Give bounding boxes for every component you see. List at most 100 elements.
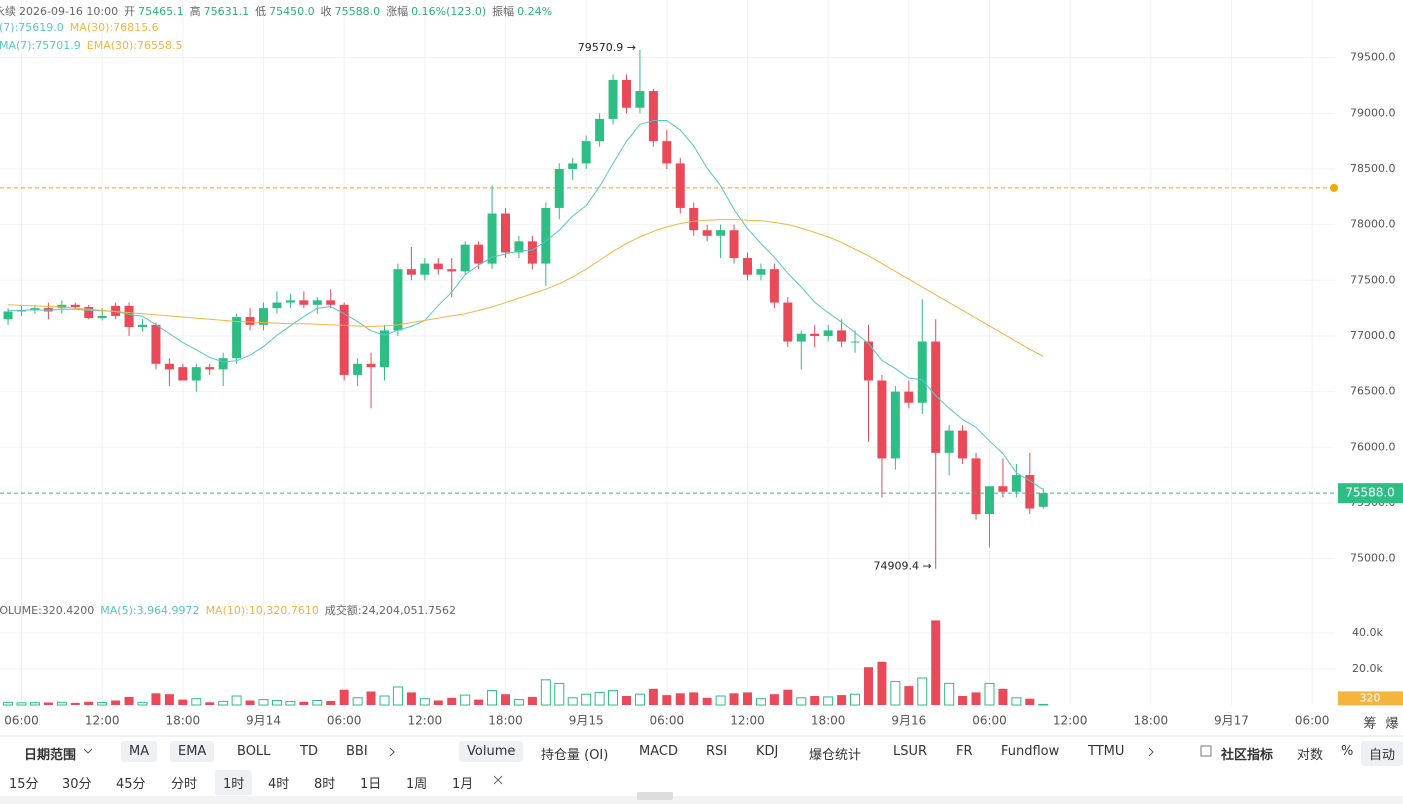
chevron-right[interactable] [389, 747, 395, 757]
candle-body [662, 141, 672, 164]
last-price-label: 75588.0 [1345, 486, 1395, 500]
period-item[interactable]: 15分 [9, 777, 39, 792]
volume-bar [124, 696, 134, 705]
x-tick-label: 9月14 [246, 714, 281, 728]
volume-bar [111, 700, 121, 705]
candle-body [890, 391, 900, 459]
candle-body [971, 458, 981, 515]
toolbar-item[interactable]: LSUR [893, 744, 928, 759]
legend-row: EMA(7):75701.9 EMA(30):76558.5 [0, 39, 189, 57]
period-item[interactable]: 1时 [215, 770, 253, 795]
candle-body [689, 207, 699, 231]
toolbar-item[interactable]: BOLL [237, 744, 271, 759]
x-tick-label: 06:00 [327, 714, 362, 728]
y-tick-label: 77500.0 [1350, 273, 1396, 286]
toolbar-item[interactable]: TTMU [1088, 744, 1125, 759]
volume-bar [810, 696, 820, 705]
candle-body [823, 330, 833, 336]
toolbar-item[interactable]: FR [956, 744, 973, 759]
volume-bar [191, 698, 202, 706]
period-item[interactable]: 30分 [62, 777, 92, 792]
x-tick-label: 18:00 [1134, 714, 1169, 728]
period-item[interactable]: 1月 [452, 777, 474, 792]
chevron-right[interactable] [1148, 747, 1154, 757]
toolbar-item[interactable]: 对数 [1297, 748, 1324, 763]
candle-body [837, 330, 847, 342]
volume-bar [1025, 698, 1035, 705]
legend-item: EMA(30):76558.5 [86, 39, 183, 52]
volume-bar [783, 689, 793, 705]
candle-body [164, 363, 174, 370]
period-item[interactable]: 分时 [171, 777, 198, 792]
volume-bar [231, 695, 242, 706]
toolbar-item[interactable]: EMA [170, 741, 215, 762]
candle-body [554, 168, 564, 208]
candle-body [1025, 475, 1035, 509]
header-label: 开 [124, 5, 136, 18]
volume-tag [1338, 691, 1403, 706]
toolbar-item[interactable]: TD [300, 744, 318, 759]
close-icon[interactable] [493, 775, 503, 785]
edit-icon[interactable] [1200, 745, 1212, 757]
toolbar-item[interactable]: Fundflow [1001, 744, 1060, 759]
toolbar-item[interactable]: 社区指标 [1221, 748, 1274, 763]
period-item[interactable]: 1周 [406, 777, 428, 792]
volume-bar [151, 693, 161, 705]
x-tick-label: 9月15 [569, 714, 604, 728]
volume-bar [299, 701, 309, 705]
volume-bar [419, 698, 430, 706]
volume-bar [258, 699, 269, 706]
candle-body [366, 363, 376, 368]
candle-body [17, 310, 27, 312]
volume-bar [29, 702, 40, 706]
volume-tag-label: 320 [1360, 691, 1381, 704]
volume-bar [608, 690, 619, 706]
toolbar-item[interactable]: RSI [706, 744, 728, 759]
candle-body [70, 304, 80, 308]
volume-bar [540, 679, 551, 706]
toolbar-item[interactable]: 爆仓统计 [809, 748, 862, 763]
toolbar-item[interactable]: BBI [346, 744, 368, 759]
candle-body [635, 91, 645, 108]
scroll-handle[interactable] [637, 792, 673, 800]
price-legend: MA(7):75619.0 MA(30):76815.6 EMA(7):75701.… [0, 21, 197, 57]
header-value: 75631.1 [203, 5, 250, 18]
volume-bar [433, 700, 443, 705]
volume-bar [218, 700, 229, 706]
volume-bar [406, 692, 416, 705]
candle-body [406, 269, 416, 275]
period-item[interactable]: 45分 [116, 777, 146, 792]
toolbar-item[interactable]: % [1341, 744, 1354, 759]
toolbar-item[interactable]: MA [121, 741, 158, 762]
candle-body [460, 244, 470, 272]
toolbar-item[interactable]: KDJ [756, 744, 779, 759]
y-tick-label: 76500.0 [1350, 385, 1396, 398]
candle-body [581, 141, 591, 164]
volume-bar [3, 701, 14, 706]
header-label: 高 [189, 5, 201, 18]
candle-body [57, 304, 67, 309]
candle-body [138, 324, 148, 328]
x-tick-label: 12:00 [1053, 714, 1088, 728]
toolbar-item[interactable]: Volume [459, 741, 524, 762]
period-item[interactable]: 1日 [360, 777, 382, 792]
toolbar-item[interactable]: MACD [639, 744, 678, 759]
chevron-down[interactable] [83, 748, 93, 754]
volume-bar [823, 696, 834, 706]
candle-body [232, 317, 242, 359]
toolbar-item[interactable]: 自动 [1361, 741, 1403, 766]
axis-tool: 筹 [1363, 716, 1376, 732]
legend-item: MA(7):75619.0 [0, 21, 64, 34]
period-item[interactable]: 8时 [314, 777, 336, 792]
toolbar-item[interactable]: 持仓量 (OI) [541, 748, 609, 763]
toolbar-item[interactable]: 日期范围 [24, 748, 77, 763]
volume-bar [1038, 703, 1049, 706]
x-tick-label: 06:00 [650, 714, 685, 728]
period-item[interactable]: 4时 [268, 777, 290, 792]
legend-item: MA(10):10,320.7610 [205, 604, 319, 617]
volume-bar [931, 620, 941, 705]
candle-body [43, 308, 53, 312]
candle-body [285, 300, 295, 303]
volume-bar [755, 698, 766, 706]
